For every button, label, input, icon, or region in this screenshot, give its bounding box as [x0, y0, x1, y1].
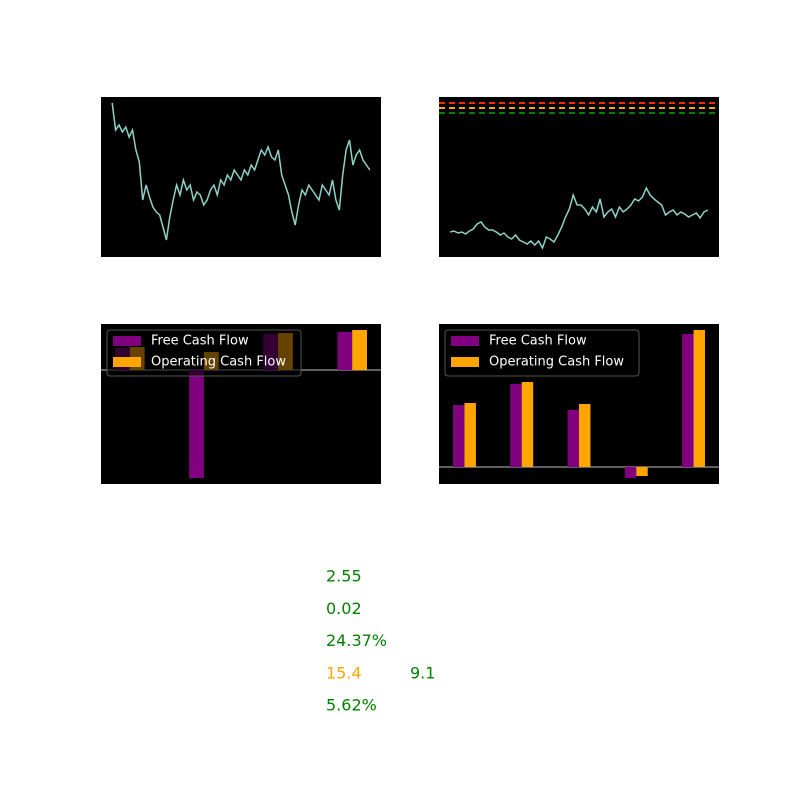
- bar: [521, 382, 534, 467]
- legend-box: [106, 329, 302, 377]
- metric-value: 15.4: [326, 663, 362, 682]
- legend-swatch: [113, 357, 141, 367]
- bar: [624, 467, 637, 478]
- legend-label: Free Cash Flow: [489, 334, 587, 349]
- legend-swatch: [451, 357, 479, 367]
- bar: [579, 404, 591, 467]
- bar: [693, 330, 705, 467]
- legend-label: Operating Cash Flow: [151, 355, 286, 370]
- plot-area: [439, 97, 719, 257]
- legend-label: Operating Cash Flow: [489, 355, 624, 370]
- metric-value: 9.1: [410, 663, 435, 682]
- plot-area: [101, 97, 381, 257]
- bar: [352, 330, 367, 370]
- metric-value: 2.55: [326, 567, 362, 586]
- price-line: [111, 102, 371, 241]
- bar: [682, 334, 694, 467]
- bar: [189, 370, 204, 478]
- bar: [464, 403, 476, 467]
- metric-value: 24.37%: [326, 631, 387, 650]
- legend: Free Cash Flow Operating Cash Flow: [106, 329, 302, 377]
- bar: [453, 405, 465, 467]
- bar: [337, 332, 353, 370]
- legend-label: Free Cash Flow: [151, 334, 249, 349]
- legend-box: [444, 329, 640, 377]
- legend: Free Cash Flow Operating Cash Flow: [444, 329, 640, 377]
- bar: [567, 410, 579, 467]
- price-line: [450, 186, 709, 250]
- metric-value: 5.62%: [326, 696, 377, 715]
- bar: [510, 384, 522, 467]
- legend-swatch: [113, 336, 141, 346]
- metric-value: 0.02: [326, 599, 362, 618]
- legend-swatch: [451, 336, 479, 346]
- bar: [636, 467, 648, 476]
